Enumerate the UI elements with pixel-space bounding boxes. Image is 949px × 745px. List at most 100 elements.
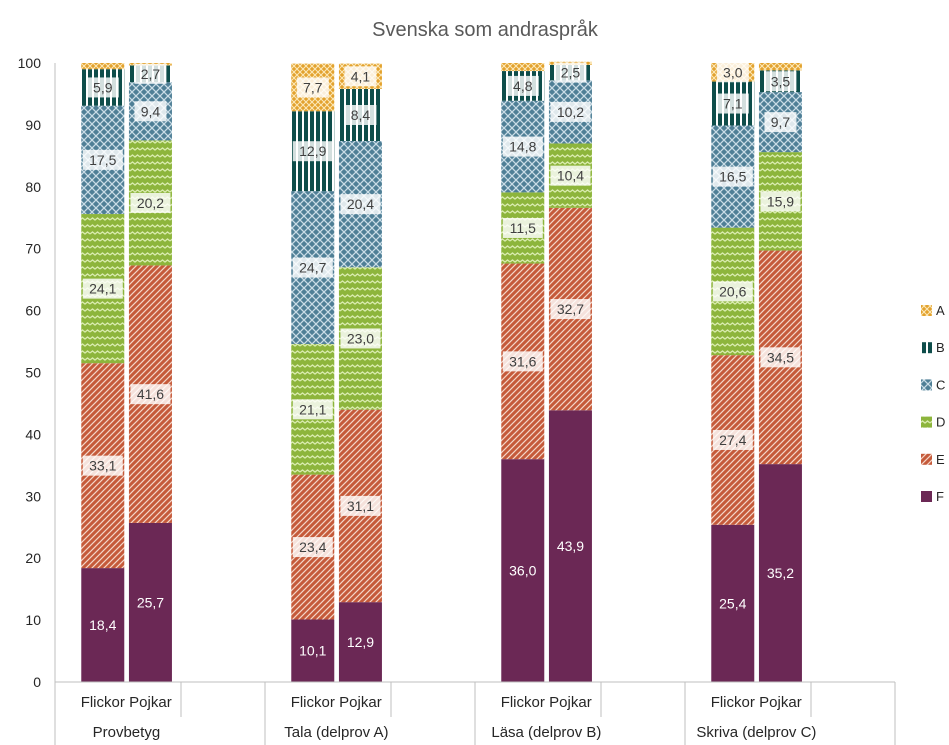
legend-swatch-c <box>921 379 932 391</box>
data-label: 5,9 <box>93 79 113 95</box>
data-label-background <box>502 217 543 238</box>
data-label: 23,4 <box>299 539 326 555</box>
y-tick-label: 0 <box>33 674 41 690</box>
data-label: 9,4 <box>141 103 161 119</box>
data-label-background <box>344 104 377 125</box>
data-label: 3,0 <box>723 64 743 80</box>
data-label: 9,7 <box>771 114 791 130</box>
y-tick-label: 20 <box>25 550 41 566</box>
data-label: 41,6 <box>137 386 164 402</box>
data-label-background <box>554 62 587 83</box>
bar-segment-f <box>758 464 802 682</box>
data-label: 15,9 <box>767 193 794 209</box>
data-labels-group: 18,4 33,1 24,1 17,5 5,9 25,7 41,6 20,2 9,4 2,7 10,… <box>82 62 801 659</box>
data-label-background <box>296 77 329 98</box>
y-tick-label: 50 <box>25 365 41 381</box>
data-label: 12,9 <box>299 143 326 159</box>
x-subcategory-label: Flickor <box>81 694 125 711</box>
x-subcategory-label: Pojkar <box>129 694 172 711</box>
x-group-label: Läsa (delprov B) <box>491 724 601 741</box>
x-subcategory-label: Pojkar <box>759 694 802 711</box>
legend-label: C <box>936 377 945 392</box>
data-label-background <box>502 351 543 372</box>
data-label-background <box>344 66 377 87</box>
data-label: 33,1 <box>89 458 116 474</box>
data-label-background <box>506 75 539 96</box>
data-label: 17,5 <box>89 152 116 168</box>
data-label-background <box>764 71 797 92</box>
x-subcategory-label: Flickor <box>711 694 755 711</box>
data-label: 3,5 <box>771 73 791 89</box>
data-label: 7,7 <box>303 79 323 95</box>
x-subcategory-label: Pojkar <box>339 694 382 711</box>
data-label: 20,6 <box>719 283 746 299</box>
data-label-background <box>716 62 749 83</box>
data-label-background <box>716 93 749 114</box>
legend-swatch-d <box>921 416 932 428</box>
data-label-background <box>134 63 167 84</box>
data-label: 2,5 <box>561 65 581 81</box>
data-label: 10,1 <box>299 643 326 659</box>
bar-segment-a <box>81 63 125 70</box>
data-label-background <box>292 399 333 420</box>
data-label: 21,1 <box>299 401 326 417</box>
chart-title: Svenska som andraspråk <box>372 19 599 41</box>
data-label-background <box>340 194 381 215</box>
data-label: 12,9 <box>347 634 374 650</box>
y-tick-label: 30 <box>25 488 41 504</box>
data-label-background <box>712 281 753 302</box>
data-label-background <box>764 112 797 133</box>
data-label: 25,4 <box>719 595 746 611</box>
y-tick-label: 90 <box>25 117 41 133</box>
y-axis: 0 10 20 30 40 50 60 70 80 90 100 <box>18 55 56 690</box>
legend-swatch-b <box>921 342 932 354</box>
data-label: 35,2 <box>767 565 794 581</box>
data-label: 20,2 <box>137 195 164 211</box>
y-tick-label: 10 <box>25 612 41 628</box>
legend-label: B <box>936 340 945 355</box>
bar-segment-f <box>128 522 172 682</box>
legend-label: F <box>936 489 944 504</box>
y-tick-label: 40 <box>25 426 41 442</box>
bar-segment-f <box>548 410 592 682</box>
data-label-background <box>760 347 801 368</box>
legend-label: A <box>936 303 945 318</box>
x-group-label: Skriva (delprov C) <box>696 724 816 741</box>
y-tick-label: 60 <box>25 303 41 319</box>
bar-segment-a <box>758 63 802 71</box>
data-label: 20,4 <box>347 196 374 212</box>
x-subcategory-label: Pojkar <box>549 694 592 711</box>
data-label: 43,9 <box>557 538 584 554</box>
data-label: 11,5 <box>510 220 536 236</box>
x-subcategory-label: Flickor <box>291 694 335 711</box>
data-label-background <box>550 101 591 122</box>
legend-swatch-e <box>921 453 932 465</box>
y-tick-label: 100 <box>18 55 42 71</box>
data-label: 8,4 <box>351 107 371 123</box>
data-label-background <box>550 165 591 186</box>
data-label-background <box>134 101 167 122</box>
data-label: 24,7 <box>299 260 326 276</box>
data-label-background <box>712 166 753 187</box>
data-label: 34,5 <box>767 349 794 365</box>
legend-swatch-a <box>921 305 932 316</box>
data-label-background <box>82 455 123 476</box>
x-group-label: Provbetyg <box>93 724 161 741</box>
data-label: 23,0 <box>347 330 374 346</box>
data-label-background <box>130 384 171 405</box>
data-label-background <box>712 429 753 450</box>
data-label: 31,1 <box>347 498 374 514</box>
legend-swatch-f <box>921 491 932 502</box>
data-label-background <box>292 141 333 162</box>
data-label-background <box>82 278 123 299</box>
data-label-background <box>82 149 123 170</box>
data-label: 25,7 <box>137 594 164 610</box>
data-label-background <box>130 192 171 213</box>
legend: A B C D E F <box>921 303 945 504</box>
data-label: 32,7 <box>557 301 584 317</box>
data-label: 4,1 <box>351 68 371 84</box>
data-label-background <box>550 299 591 320</box>
bars-group <box>81 61 802 682</box>
